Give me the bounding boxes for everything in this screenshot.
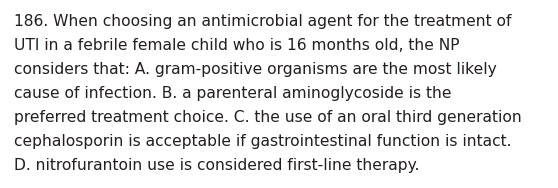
Text: considers that: A. gram-positive organisms are the most likely: considers that: A. gram-positive organis… xyxy=(14,62,497,77)
Text: cephalosporin is acceptable if gastrointestinal function is intact.: cephalosporin is acceptable if gastroint… xyxy=(14,134,512,149)
Text: cause of infection. B. a parenteral aminoglycoside is the: cause of infection. B. a parenteral amin… xyxy=(14,86,451,101)
Text: preferred treatment choice. C. the use of an oral third generation: preferred treatment choice. C. the use o… xyxy=(14,110,522,125)
Text: 186. When choosing an antimicrobial agent for the treatment of: 186. When choosing an antimicrobial agen… xyxy=(14,14,512,29)
Text: UTI in a febrile female child who is 16 months old, the NP: UTI in a febrile female child who is 16 … xyxy=(14,38,459,53)
Text: D. nitrofurantoin use is considered first-line therapy.: D. nitrofurantoin use is considered firs… xyxy=(14,158,420,173)
